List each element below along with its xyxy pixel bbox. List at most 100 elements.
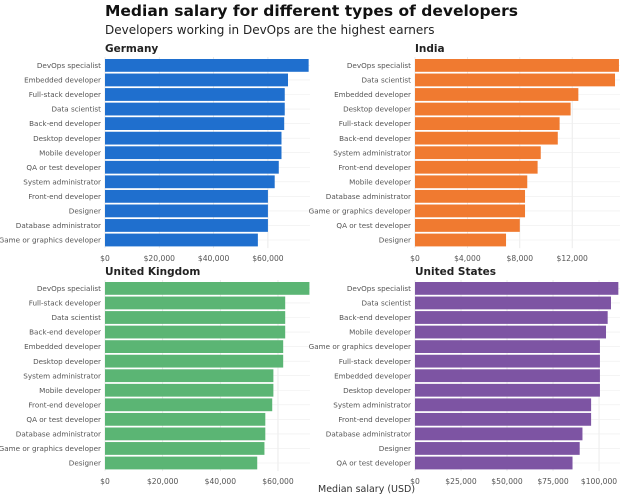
bar [415,383,600,397]
bar [415,88,579,101]
bar [105,354,284,368]
x-tick-label: $20,000 [147,477,179,486]
bar [105,175,275,189]
x-tick-label: $0 [410,254,420,263]
bar [415,219,520,232]
bar [415,282,619,295]
category-label: Embedded developer [334,90,411,99]
category-label: Mobile developer [39,148,101,157]
x-tick-label: $25,000 [445,477,477,486]
category-label: Database administrator [326,430,411,439]
category-label: Designer [379,236,411,245]
category-label: QA or test developer [26,163,101,172]
bar [105,296,286,310]
bar [415,233,507,247]
category-label: Mobile developer [39,386,101,395]
category-label: DevOps specialist [37,284,101,293]
bar [105,233,258,247]
category-label: Full-stack developer [29,90,101,99]
x-tick-label: $12,000 [556,254,588,263]
category-label: QA or test developer [336,459,411,468]
bar [105,398,273,412]
bar [415,340,600,353]
category-label: Full-stack developer [339,357,411,366]
bar [105,442,265,455]
category-label: System administrator [333,148,411,157]
panel-title: United Kingdom [105,266,200,278]
x-tick-label: $4,000 [454,254,481,263]
category-label: Data scientist [52,313,102,322]
bar [105,131,282,145]
bar [415,175,528,189]
category-label: System administrator [23,371,101,380]
x-tick-label: $50,000 [491,477,523,486]
category-label: Game or graphics developer [309,342,411,351]
category-label: Full-stack developer [29,299,101,308]
category-label: Desktop developer [33,357,101,366]
category-label: Designer [69,459,101,468]
bar [105,427,266,441]
category-label: Embedded developer [334,371,411,380]
category-label: Database administrator [16,430,101,439]
category-label: Front-end developer [338,415,411,424]
category-label: Embedded developer [24,76,101,85]
bar [105,117,285,130]
bar [105,311,286,324]
x-tick-label: $100,000 [581,477,617,486]
bar [105,383,274,397]
category-label: Designer [69,207,101,216]
category-label: Mobile developer [349,177,411,186]
bar [105,102,285,116]
x-axis-label: Median salary (USD) [318,484,415,495]
category-label: Back-end developer [29,328,101,337]
bar [415,456,573,470]
x-tick-label: $8,000 [507,254,534,263]
bar [415,325,607,339]
bar [105,412,266,426]
bar [415,296,611,310]
chart-subtitle: Developers working in DevOps are the hig… [105,23,435,37]
x-tick-label: $0 [100,477,110,486]
category-label: Back-end developer [29,119,101,128]
category-label: DevOps specialist [37,61,101,70]
bar [105,88,285,101]
category-label: Data scientist [362,299,412,308]
bar [415,102,571,116]
bar [415,311,608,324]
bar [415,160,538,174]
panel-title: United States [415,266,496,278]
category-label: Front-end developer [28,192,101,201]
category-label: Desktop developer [343,105,411,114]
bar [105,369,274,383]
category-label: Data scientist [362,76,412,85]
x-tick-label: $40,000 [198,254,230,263]
bar [415,73,616,87]
category-label: Game or graphics developer [0,236,101,245]
panel-title: Germany [105,43,158,55]
category-label: DevOps specialist [347,284,411,293]
category-label: Desktop developer [33,134,101,143]
bar [415,131,558,145]
category-label: Front-end developer [338,163,411,172]
category-label: Mobile developer [349,328,411,337]
bar [105,204,268,218]
bar [415,204,526,218]
bar [415,117,560,130]
category-label: Full-stack developer [339,119,411,128]
bar [105,340,284,353]
bar [105,73,289,87]
bar [105,456,258,470]
category-label: Back-end developer [339,134,411,143]
bar [415,146,541,160]
panel-title: India [415,43,445,55]
category-label: QA or test developer [26,415,101,424]
bar [105,325,286,339]
bar [415,412,592,426]
x-tick-label: $0 [410,477,420,486]
bar [105,160,279,174]
bar [415,189,526,203]
category-label: Data scientist [52,105,102,114]
chart-title: Median salary for different types of dev… [105,2,518,20]
category-label: System administrator [333,400,411,409]
